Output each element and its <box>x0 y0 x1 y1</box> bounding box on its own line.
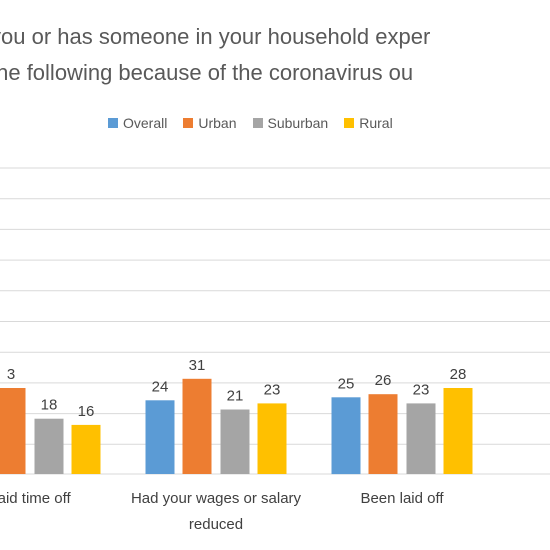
value-label-suburban-1: 21 <box>227 388 244 405</box>
chart-title-line-1: you or has someone in your household exp… <box>0 24 431 49</box>
legend-item-suburban: Suburban <box>252 115 329 131</box>
legend-swatch-overall <box>108 118 118 128</box>
value-label-overall-1: 24 <box>152 378 169 395</box>
category-label-line: Been laid off <box>360 490 444 507</box>
chart-legend: Overall Urban Suburban Rural <box>108 115 409 131</box>
legend-swatch-rural <box>344 118 355 128</box>
category-label-line: E <box>478 486 550 512</box>
bar-urban-0 <box>0 388 26 474</box>
legend-label-suburban: Suburban <box>267 115 329 131</box>
legend-swatch-urban <box>183 118 194 128</box>
value-label-rural-2: 28 <box>450 366 467 383</box>
category-label-line: reduced <box>188 516 244 533</box>
legend-item-overall: Overall <box>108 115 167 131</box>
category-label-2: Been laid off <box>292 486 512 512</box>
category-label-0: paid time off <box>0 486 140 512</box>
legend-swatch-suburban <box>252 118 263 128</box>
bar-urban-2 <box>368 394 398 474</box>
legend-item-rural: Rural <box>344 115 393 131</box>
bar-suburban-0 <box>34 418 64 474</box>
value-label-rural-0: 16 <box>78 403 95 420</box>
chart-title-line-2: the following because of the coronavirus… <box>0 60 414 85</box>
value-label-overall-2: 25 <box>338 375 355 392</box>
bar-suburban-1 <box>220 409 250 474</box>
bar-rural-2 <box>443 388 473 474</box>
bar-overall-1 <box>145 400 175 474</box>
legend-label-urban: Urban <box>198 115 237 131</box>
category-label-1: Had your wages or salary reduced <box>106 486 326 538</box>
bar-urban-1 <box>182 378 212 474</box>
value-label-urban-0: 3 <box>7 366 15 383</box>
value-label-urban-2: 26 <box>375 372 392 389</box>
bar-suburban-2 <box>406 403 436 474</box>
value-label-suburban-2: 23 <box>413 381 430 398</box>
value-label-urban-1: 31 <box>189 357 206 374</box>
bar-overall-2 <box>331 397 361 475</box>
legend-label-rural: Rural <box>359 115 393 131</box>
legend-label-overall: Overall <box>123 115 168 131</box>
bar-rural-1 <box>257 403 287 474</box>
bar-rural-0 <box>71 424 101 474</box>
category-label-3: E <box>478 486 550 512</box>
value-label-rural-1: 23 <box>264 381 281 398</box>
legend-item-urban: Urban <box>183 115 237 131</box>
category-label-line: Had your wages or salary <box>130 490 302 507</box>
category-label-line: paid time off <box>0 490 71 507</box>
value-label-suburban-0: 18 <box>41 397 58 414</box>
